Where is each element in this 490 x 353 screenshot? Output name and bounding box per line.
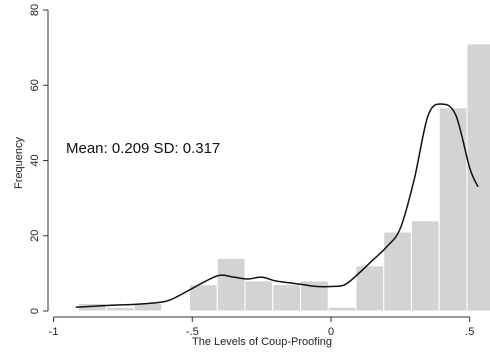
axes: 0 20 40 60 80 -1 -.5 0 .5 xyxy=(29,4,474,338)
y-tick-label: 80 xyxy=(29,4,41,16)
x-axis-ticks: -1 -.5 0 .5 xyxy=(49,317,474,338)
histogram-bar xyxy=(244,280,274,312)
density-curve xyxy=(75,103,479,308)
y-tick-label: 0 xyxy=(29,308,41,314)
y-axis-ticks: 0 20 40 60 80 xyxy=(29,4,48,314)
x-tick-label: -.5 xyxy=(186,326,199,338)
histogram-bar xyxy=(438,107,468,312)
histogram-bar xyxy=(189,284,218,312)
x-axis-title: The Levels of Coup-Proofing xyxy=(192,336,332,348)
y-tick-label: 60 xyxy=(29,79,41,91)
histogram-bars xyxy=(78,43,490,312)
histogram-bar xyxy=(216,257,246,312)
histogram-bar xyxy=(272,284,301,312)
x-tick-label: 0 xyxy=(328,326,334,338)
histogram-bar xyxy=(383,231,412,312)
histogram-bar xyxy=(327,306,357,312)
x-tick-label: -1 xyxy=(49,326,59,338)
x-tick-label: .5 xyxy=(465,326,474,338)
histogram-bar xyxy=(466,43,490,312)
mean-sd-annotation: Mean: 0.209 SD: 0.317 xyxy=(66,140,220,157)
y-axis-title: Frequency xyxy=(13,137,25,189)
histogram-bar xyxy=(410,220,440,312)
histogram-bar xyxy=(105,306,135,312)
y-tick-label: 40 xyxy=(29,154,41,166)
y-tick-label: 20 xyxy=(29,230,41,242)
